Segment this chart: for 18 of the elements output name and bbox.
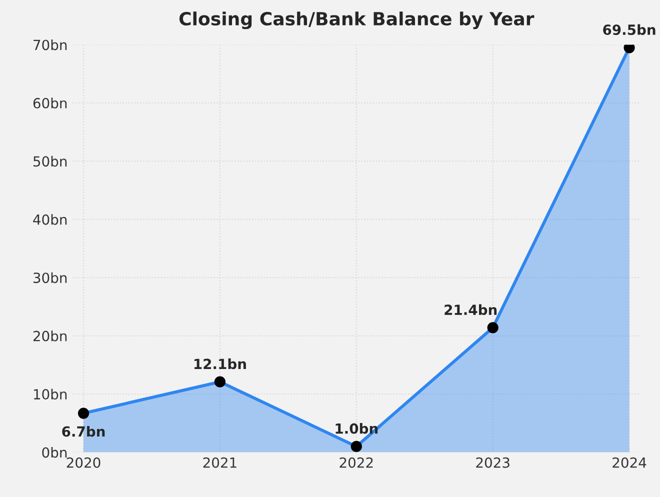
- y-tick-label: 60bn: [33, 98, 67, 108]
- y-tick-label: 10bn: [34, 388, 67, 400]
- y-tick-label: 20bn: [33, 330, 67, 342]
- x-tick-label: 2022: [340, 457, 373, 468]
- y-tick-label: 30bn: [34, 272, 67, 284]
- y-tick-label: 70bn: [34, 39, 67, 50]
- x-tick-label: 2024: [612, 457, 646, 468]
- y-tick-label: 50bn: [34, 156, 67, 167]
- data-label: 69.5bn: [603, 24, 656, 36]
- data-label: 6.7bn: [62, 426, 105, 437]
- data-label: 12.1bn: [194, 358, 246, 370]
- y-tick-label: 0bn: [42, 446, 67, 458]
- y-tick-label: 40bn: [33, 214, 67, 225]
- x-tick-label: 2020: [66, 457, 100, 468]
- data-label: 21.4bn: [444, 304, 497, 316]
- x-tick-label: 2021: [203, 457, 236, 468]
- chart-title: Closing Cash/Bank Balance by Year: [179, 12, 534, 30]
- x-tick-label: 2023: [476, 457, 510, 468]
